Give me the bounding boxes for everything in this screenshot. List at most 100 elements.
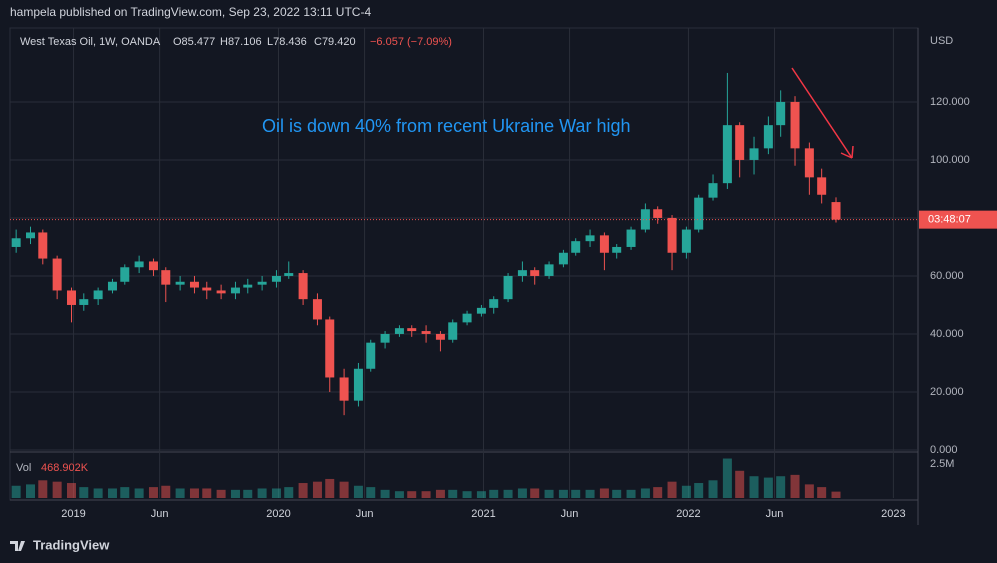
volume-bar	[804, 484, 814, 498]
candle-body	[722, 125, 732, 184]
candle-body	[175, 281, 185, 285]
candle-body	[271, 275, 281, 282]
currency: USD	[930, 35, 953, 47]
candle-body	[257, 281, 267, 285]
volume-bar	[298, 483, 308, 498]
volume-bar	[489, 489, 499, 498]
candle-body	[52, 258, 62, 291]
candle-body	[312, 299, 322, 320]
candle-body	[735, 125, 745, 160]
volume-bar	[790, 474, 800, 498]
candle-body	[339, 377, 349, 401]
legend-symbol: West Texas Oil, 1W, OANDA	[20, 36, 161, 48]
volume-bar	[640, 488, 650, 498]
footer-logo: TradingView	[10, 537, 110, 552]
candle-body	[38, 232, 48, 259]
candle-body	[776, 101, 786, 126]
x-tick-label: Jun	[151, 508, 169, 520]
candle-body	[202, 287, 212, 291]
candle-body	[558, 252, 568, 265]
candle-body	[353, 368, 363, 401]
volume-bar	[38, 480, 48, 498]
arrow-line	[791, 67, 853, 159]
volume-bar	[585, 489, 595, 498]
candle-body	[462, 313, 472, 323]
candle-body	[120, 267, 130, 282]
volume-bar	[216, 489, 226, 498]
candle-body	[216, 290, 226, 294]
candle-body	[681, 229, 691, 253]
volume-bar	[66, 483, 76, 498]
x-tick-label: Jun	[356, 508, 374, 520]
arrow-head	[840, 145, 854, 159]
y-tick-label: 120.000	[930, 96, 970, 108]
volume-bar	[763, 477, 773, 498]
candle-body	[667, 217, 677, 253]
x-tick-label: 2019	[61, 508, 85, 520]
volume-bar	[421, 491, 431, 498]
volume-tick-label: 2.5M	[930, 458, 954, 470]
candle-body	[394, 328, 404, 334]
candle-body	[831, 202, 841, 220]
legend-change: −6.057 (−7.09%)	[370, 36, 452, 48]
candle-body	[640, 209, 650, 230]
chart-layer: 0.00020.00040.00060.00080.000100.000120.…	[10, 28, 997, 520]
volume-bar	[243, 489, 253, 498]
volume-value: 468.902K	[41, 462, 89, 474]
volume-bar	[325, 478, 335, 498]
volume-bar	[271, 488, 281, 498]
volume-bar	[394, 491, 404, 498]
volume-bar	[380, 489, 390, 498]
candle-body	[599, 235, 609, 253]
volume-bar	[353, 485, 363, 498]
volume-bar	[407, 491, 417, 498]
candle-body	[612, 246, 622, 253]
volume-bar	[161, 485, 171, 498]
candle-body	[230, 287, 240, 294]
x-tick-label: 2022	[676, 508, 700, 520]
candle-body	[435, 333, 445, 340]
annotation: Oil is down 40% from recent Ukraine War …	[262, 116, 630, 136]
footer-text: TradingView	[33, 537, 110, 552]
candle-body	[571, 241, 581, 253]
x-tick-label: 2020	[266, 508, 290, 520]
volume-bar	[25, 484, 35, 498]
countdown-label: 03:48:07	[928, 214, 971, 226]
x-tick-label: 2023	[881, 508, 905, 520]
volume-bar	[558, 489, 568, 498]
publish-header: hampela published on TradingView.com, Se…	[10, 5, 371, 19]
volume-bar	[749, 476, 759, 498]
volume-bar	[366, 487, 376, 498]
candle-body	[476, 307, 486, 314]
volume-bar	[776, 476, 786, 498]
volume-bar	[681, 485, 691, 498]
candle-body	[25, 232, 35, 239]
legend-close: C79.420	[314, 36, 356, 48]
candle-body	[407, 328, 417, 332]
y-tick-label: 60.000	[930, 270, 964, 282]
candle-body	[517, 270, 527, 276]
candle-body	[544, 264, 554, 276]
candle-body	[585, 235, 595, 242]
candle-body	[749, 148, 759, 160]
volume-bar	[544, 489, 554, 498]
volume-bar	[462, 491, 472, 498]
candle-body	[626, 229, 636, 247]
candle-body	[653, 209, 663, 218]
y-tick-label: 20.000	[930, 386, 964, 398]
volume-bar	[722, 458, 732, 498]
volume-bar	[107, 488, 117, 498]
volume-bar	[339, 481, 349, 498]
y-tick-label: 0.000	[930, 444, 958, 456]
legend-high: H87.106	[220, 36, 262, 48]
legend-open: O85.477	[173, 36, 215, 48]
volume-bar	[93, 488, 103, 498]
candle-body	[530, 270, 540, 276]
candle-body	[107, 281, 117, 291]
candle-body	[763, 125, 773, 149]
volume-bar	[448, 489, 458, 498]
volume-bar	[189, 488, 199, 498]
candle-body	[804, 148, 814, 178]
volume-bar	[653, 487, 663, 498]
